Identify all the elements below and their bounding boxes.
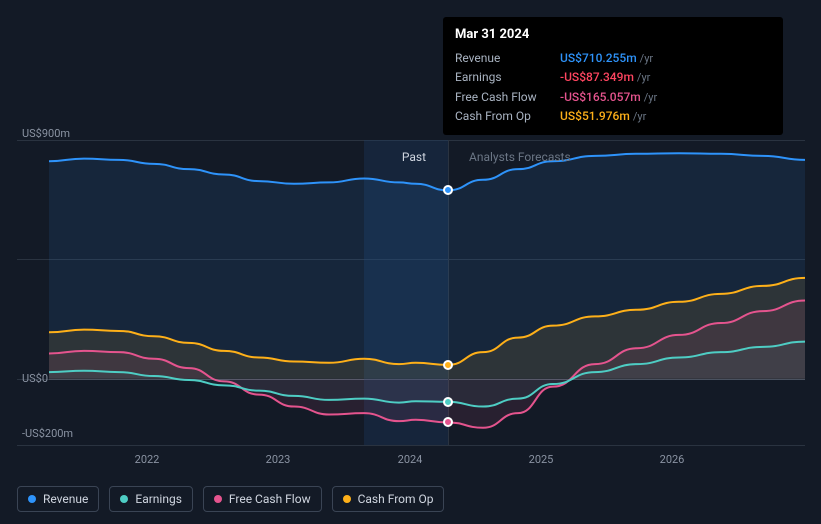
tooltip-row-label: Earnings <box>455 68 560 86</box>
tooltip-row-value: US$51.976m <box>560 107 630 125</box>
tooltip-row-label: Cash From Op <box>455 107 560 125</box>
tooltip-row-unit: /yr <box>637 70 650 87</box>
x-axis-label: 2026 <box>660 453 685 466</box>
past-label: Past <box>402 150 426 164</box>
legend-dot <box>343 495 351 503</box>
tooltip-row-value: US$710.255m <box>560 49 637 67</box>
series-marker-cash-from-op <box>443 360 453 370</box>
legend-label: Revenue <box>43 492 88 506</box>
x-axis-label: 2025 <box>529 453 554 466</box>
series-marker-revenue <box>443 185 453 195</box>
legend-item-revenue[interactable]: Revenue <box>17 486 99 512</box>
tooltip-row-unit: /yr <box>633 109 646 126</box>
tooltip-row-unit: /yr <box>644 90 657 107</box>
x-axis-label: 2023 <box>266 453 291 466</box>
legend-item-earnings[interactable]: Earnings <box>109 486 193 512</box>
series-marker-earnings <box>443 397 453 407</box>
legend-label: Free Cash Flow <box>229 492 311 506</box>
tooltip-row: Cash From OpUS$51.976m/yr <box>455 107 771 126</box>
tooltip-row: Free Cash Flow-US$165.057m/yr <box>455 88 771 107</box>
tooltip-date: Mar 31 2024 <box>455 25 771 45</box>
legend-label: Cash From Op <box>358 492 434 506</box>
tooltip-row-value: -US$165.057m <box>560 88 641 106</box>
chart-container: US$900mUS$0-US$200m 20222023202420252026… <box>17 0 805 470</box>
chart-bottom-border <box>17 445 805 446</box>
tooltip-row-label: Free Cash Flow <box>455 88 560 106</box>
legend-item-cash-from-op[interactable]: Cash From Op <box>332 486 445 512</box>
legend-dot <box>214 495 222 503</box>
legend-dot <box>28 495 36 503</box>
tooltip-row-unit: /yr <box>640 51 653 68</box>
legend: Revenue Earnings Free Cash Flow Cash From O… <box>17 486 444 512</box>
x-axis-label: 2024 <box>398 453 423 466</box>
legend-dot <box>120 495 128 503</box>
tooltip-row: RevenueUS$710.255m/yr <box>455 49 771 68</box>
x-axis-label: 2022 <box>135 453 160 466</box>
tooltip-row-value: -US$87.349m <box>560 68 634 86</box>
tooltip-row: Earnings-US$87.349m/yr <box>455 68 771 87</box>
forecast-label: Analysts Forecasts <box>469 150 571 164</box>
chart-tooltip: Mar 31 2024 RevenueUS$710.255m/yrEarning… <box>443 17 783 135</box>
series-marker-free-cash-flow <box>443 417 453 427</box>
legend-item-free-cash-flow[interactable]: Free Cash Flow <box>203 486 322 512</box>
legend-label: Earnings <box>135 492 182 506</box>
tooltip-row-label: Revenue <box>455 49 560 67</box>
